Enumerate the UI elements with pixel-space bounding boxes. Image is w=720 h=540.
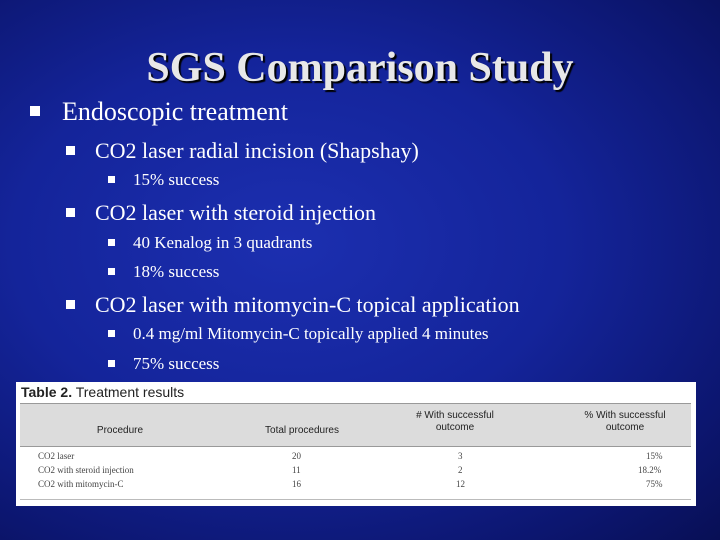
bullet-text: 0.4 mg/ml Mitomycin-C topically applied … <box>133 324 489 343</box>
table-title: Table 2. Treatment results <box>21 384 184 400</box>
bullet-text: CO2 laser radial incision (Shapshay) <box>95 138 419 163</box>
square-bullet-icon <box>66 208 75 217</box>
square-bullet-icon <box>66 300 75 309</box>
sub-bullet-mitomycin: CO2 laser with mitomycin-C topical appli… <box>66 292 520 318</box>
header-successful-line1: # With successful <box>416 410 494 421</box>
sub-bullet-radial-incision: CO2 laser radial incision (Shapshay) <box>66 138 419 164</box>
table-bottom-rule <box>20 499 691 500</box>
square-bullet-icon <box>108 268 115 275</box>
square-bullet-icon <box>30 106 40 116</box>
slide-title: SGS Comparison Study <box>146 45 574 91</box>
cell-percent: 75% <box>646 479 663 489</box>
sub-sub-bullet: 0.4 mg/ml Mitomycin-C topically applied … <box>108 324 489 344</box>
cell-total: 20 <box>292 451 301 461</box>
bullet-text: 18% success <box>133 262 220 281</box>
cell-successful: 2 <box>458 465 463 475</box>
bullet-text: 40 Kenalog in 3 quadrants <box>133 233 313 252</box>
table-label: Table 2. <box>21 384 73 400</box>
bullet-text: CO2 laser with mitomycin-C topical appli… <box>95 292 520 317</box>
sub-sub-bullet: 15% success <box>108 170 219 190</box>
cell-successful: 12 <box>456 479 465 489</box>
cell-successful: 3 <box>458 451 463 461</box>
table-caption: Treatment results <box>75 384 185 400</box>
cell-procedure: CO2 with steroid injection <box>38 465 134 475</box>
header-procedure: Procedure <box>96 425 144 436</box>
square-bullet-icon <box>66 146 75 155</box>
header-percent-line1: % With successful <box>584 410 666 421</box>
bullet-text: 15% success <box>133 170 220 189</box>
header-total: Total procedures <box>265 425 339 436</box>
cell-procedure: CO2 with mitomycin-C <box>38 479 124 489</box>
sub-sub-bullet: 75% success <box>108 354 219 374</box>
cell-total: 11 <box>292 465 301 475</box>
square-bullet-icon <box>108 176 115 183</box>
header-successful: # With successful outcome <box>395 410 515 434</box>
square-bullet-icon <box>108 330 115 337</box>
sub-sub-bullet: 40 Kenalog in 3 quadrants <box>108 233 312 253</box>
header-percent: % With successful outcome <box>565 410 685 434</box>
cell-percent: 18.2% <box>638 465 662 475</box>
cell-percent: 15% <box>646 451 663 461</box>
header-percent-line2: outcome <box>605 422 645 433</box>
cell-total: 16 <box>292 479 301 489</box>
bullet-text: 75% success <box>133 354 220 373</box>
header-successful-line2: outcome <box>435 422 475 433</box>
treatment-results-table-image: Table 2. Treatment results Procedure Tot… <box>16 382 696 506</box>
square-bullet-icon <box>108 239 115 246</box>
bullet-text: CO2 laser with steroid injection <box>95 200 377 225</box>
sub-sub-bullet: 18% success <box>108 262 219 282</box>
square-bullet-icon <box>108 360 115 367</box>
cell-procedure: CO2 laser <box>38 451 75 461</box>
bullet-text: Endoscopic treatment <box>62 97 288 126</box>
bullet-endoscopic-treatment: Endoscopic treatment <box>30 97 288 127</box>
table-header: Procedure Total procedures # With succes… <box>20 403 691 447</box>
sub-bullet-steroid-injection: CO2 laser with steroid injection <box>66 200 376 226</box>
